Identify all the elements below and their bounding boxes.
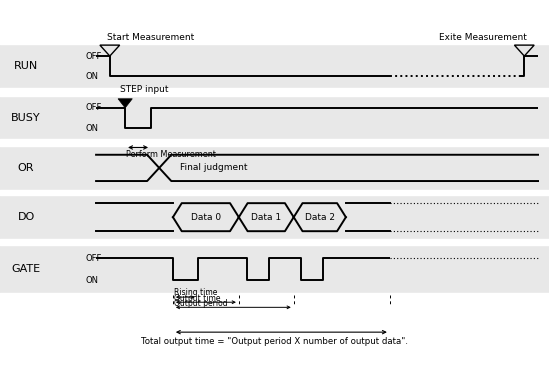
Text: Final judgment: Final judgment <box>180 164 247 172</box>
Text: Rising time: Rising time <box>174 288 217 297</box>
Text: RUN: RUN <box>14 61 38 71</box>
Text: Start Measurement: Start Measurement <box>107 33 194 42</box>
Text: ON: ON <box>85 123 98 132</box>
Text: OR: OR <box>18 163 35 173</box>
Text: Data 2: Data 2 <box>305 213 335 222</box>
Text: Data 0: Data 0 <box>191 213 221 222</box>
Text: STEP input: STEP input <box>120 85 168 94</box>
Text: Total output time = "Output period X number of output data".: Total output time = "Output period X num… <box>141 337 408 346</box>
Text: ON: ON <box>85 276 98 285</box>
Text: ON: ON <box>85 72 98 81</box>
Text: BUSY: BUSY <box>12 112 41 123</box>
Text: Exite Measurement: Exite Measurement <box>439 33 527 42</box>
Text: OFF: OFF <box>85 51 102 61</box>
Text: Perform Measurement: Perform Measurement <box>126 150 216 160</box>
Text: Output time: Output time <box>174 293 221 303</box>
Text: OFF: OFF <box>85 103 102 112</box>
Text: Output period: Output period <box>174 299 228 308</box>
Text: Data 1: Data 1 <box>251 213 281 222</box>
Text: OFF: OFF <box>85 254 102 262</box>
Text: GATE: GATE <box>12 264 41 274</box>
Text: DO: DO <box>18 212 35 222</box>
Polygon shape <box>118 99 132 108</box>
